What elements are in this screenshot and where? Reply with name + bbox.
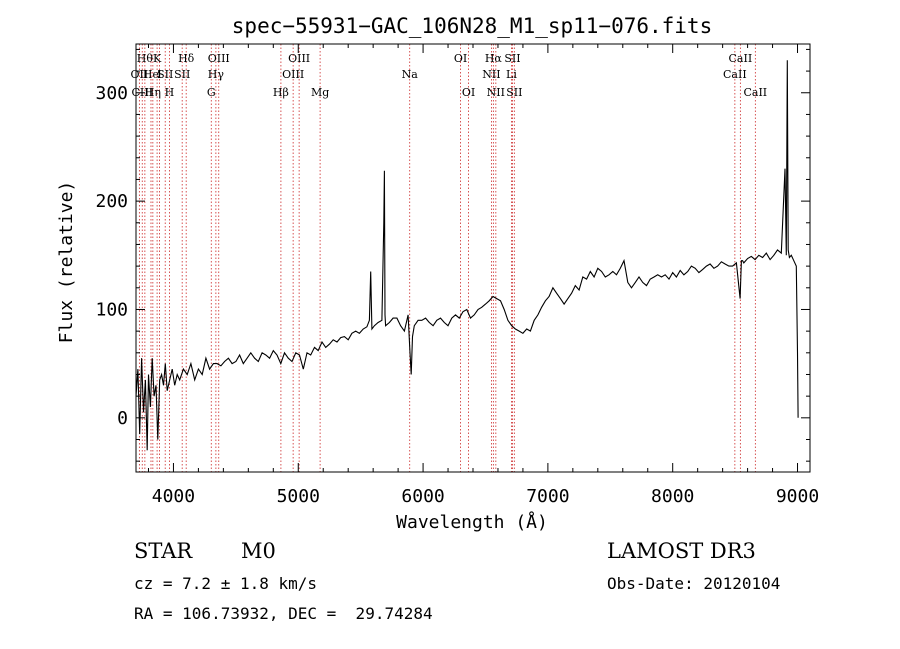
flux-series-line — [135, 60, 799, 451]
spectral-line-labels: OIICIIIHθHeHηKISIIHSIIHδGHγOIIIHβOIIIOII… — [131, 52, 768, 99]
line-label-12: Hγ — [208, 68, 225, 81]
line-label-20: OI — [462, 86, 475, 99]
line-label-27: CaII — [723, 68, 747, 81]
line-label-14: Hβ — [273, 86, 289, 99]
line-label-8: H — [165, 86, 175, 99]
line-label-13: OIII — [208, 52, 230, 65]
line-label-29: CaII — [743, 86, 767, 99]
line-label-5: K — [153, 52, 162, 65]
line-label-25: SII — [504, 52, 520, 65]
line-label-21: NII — [482, 68, 500, 81]
chart-title: spec−55931−GAC_106N28_M1_sp11−076.fits — [232, 14, 712, 38]
y-tick-label-3: 300 — [95, 83, 128, 104]
line-label-7: SII — [157, 68, 173, 81]
line-label-0: OII — [131, 68, 149, 81]
spectral-line-markers — [138, 44, 756, 472]
x-tick-label-2: 6000 — [401, 486, 444, 507]
y-tick-label-1: 100 — [95, 299, 128, 320]
x-axis-ticks: 4000 5000 6000 7000 8000 9000 — [147, 44, 819, 507]
y-tick-label-0: 0 — [117, 408, 128, 429]
line-label-17: Mg — [311, 86, 329, 99]
line-label-28: CaII — [729, 52, 753, 65]
coordinates-text: RA = 106.73932, DEC = 29.74284 — [134, 604, 433, 623]
line-label-26: SII — [506, 86, 522, 99]
redshift-text: cz = 7.2 ± 1.8 km/s — [134, 574, 318, 593]
object-class: STAR — [134, 539, 193, 563]
obs-date-text: Obs-Date: 20120104 — [607, 574, 781, 593]
line-label-3: He — [143, 68, 159, 81]
line-label-10: Hδ — [178, 52, 195, 65]
x-tick-label-3: 7000 — [526, 486, 569, 507]
line-label-19: OI — [454, 52, 467, 65]
line-label-22: Hα — [485, 52, 503, 65]
line-label-24: Li — [506, 68, 517, 81]
x-tick-label-0: 4000 — [152, 486, 195, 507]
line-label-18: Na — [402, 68, 419, 81]
line-label-15: OIII — [282, 68, 304, 81]
line-label-16: OIII — [288, 52, 310, 65]
line-label-2: Hθ — [137, 52, 154, 65]
y-tick-label-2: 200 — [95, 191, 128, 212]
line-label-4: Hη — [145, 86, 161, 99]
plot-frame — [135, 43, 811, 473]
line-label-23: NII — [487, 86, 505, 99]
survey-label: LAMOST DR3 — [607, 539, 756, 563]
y-axis-ticks: 0 100 200 300 — [95, 48, 810, 462]
x-axis-label: Wavelength (Å) — [396, 511, 548, 533]
x-tick-label-4: 8000 — [651, 486, 694, 507]
line-label-6: I — [157, 68, 161, 81]
object-subclass: M0 — [241, 539, 276, 563]
y-axis-label: Flux (relative) — [56, 181, 77, 344]
line-label-9: SII — [174, 68, 190, 81]
x-tick-label-1: 5000 — [277, 486, 320, 507]
line-label-11: G — [207, 86, 216, 99]
x-tick-label-5: 9000 — [776, 486, 819, 507]
